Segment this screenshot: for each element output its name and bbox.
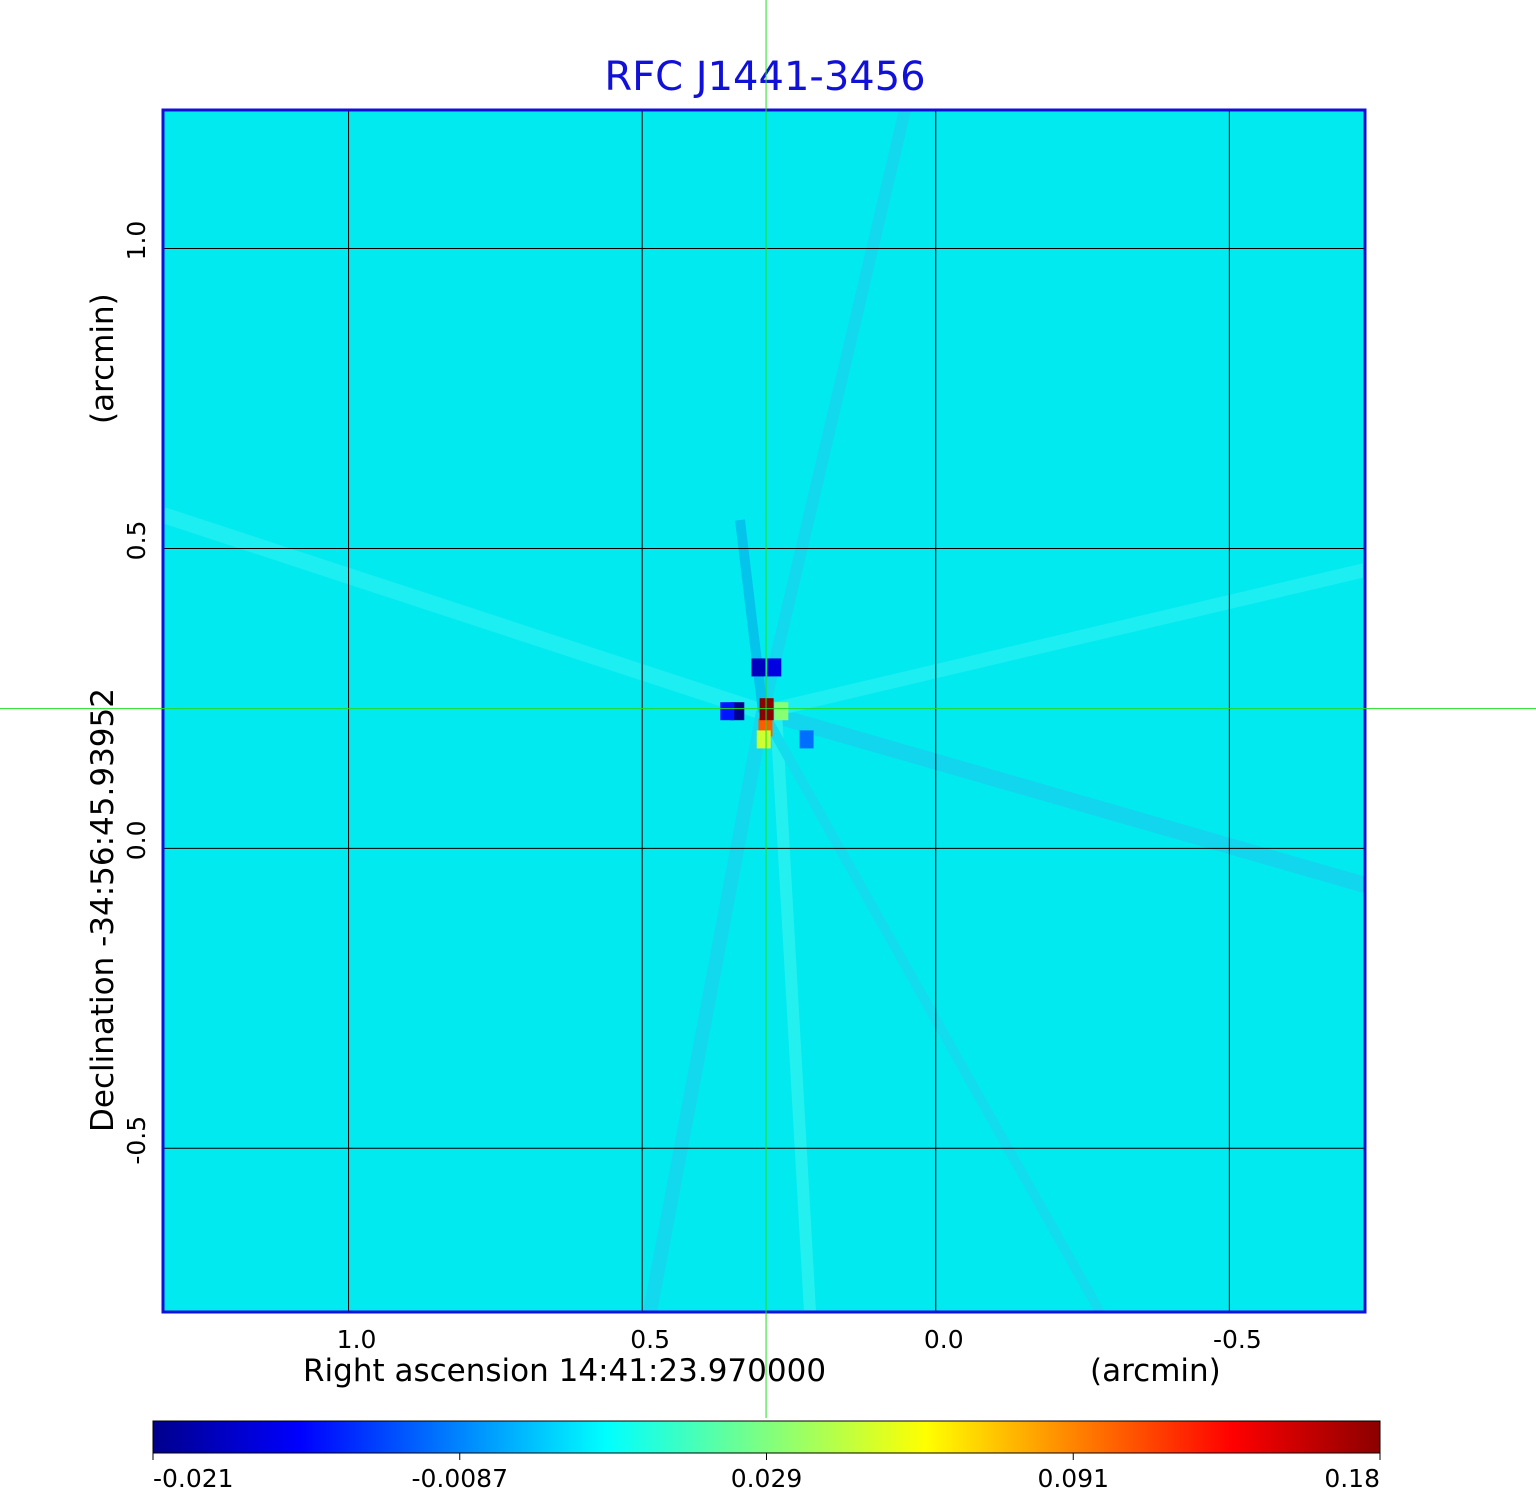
x-tick-label: 1.0	[337, 1325, 377, 1354]
map-pixel	[720, 702, 735, 721]
y-axis-label: Declination -34:56:45.93952	[85, 688, 121, 1132]
colorbar-scale	[152, 1420, 1381, 1454]
source-peak	[759, 698, 774, 721]
x-tick-label: 0.0	[924, 1325, 964, 1354]
y-tick-label: -0.5	[122, 1116, 151, 1165]
image-features	[163, 110, 1365, 1312]
colorbar-tick-label: -0.0087	[412, 1464, 509, 1493]
map-pixel	[799, 730, 814, 749]
plot-frame	[161, 108, 1367, 1314]
y-tick-label: 1.0	[122, 221, 151, 261]
x-axis-unit: (arcmin)	[1090, 1353, 1221, 1389]
x-tick-label: 0.5	[630, 1325, 670, 1354]
map-pixel	[767, 658, 782, 677]
plot-area	[161, 108, 1367, 1314]
colorbar-tick-labels: -0.021 -0.0087 0.029 0.091 0.18	[152, 1453, 1381, 1493]
map-pixel	[751, 658, 766, 677]
y-tick-label: 0.5	[122, 521, 151, 561]
y-axis-unit: (arcmin)	[85, 293, 121, 424]
map-pixel	[756, 730, 771, 749]
map-pixel	[774, 702, 789, 721]
colorbar-tick-label: 0.18	[1324, 1464, 1380, 1493]
coordinate-grid	[163, 110, 1365, 1312]
chart-title: RFC J1441-3456	[604, 54, 925, 100]
x-tick-label: -0.5	[1213, 1325, 1262, 1354]
colorbar: -0.021 -0.0087 0.029 0.091 0.18	[152, 1420, 1381, 1493]
crosshair	[0, 0, 1536, 1418]
colorbar-tick-label: 0.091	[1037, 1464, 1109, 1493]
colorbar-tick-label: -0.021	[153, 1464, 234, 1493]
y-tick-labels: 1.0 0.5 0.0 -0.5	[122, 221, 151, 1165]
sidelobe-streaks	[163, 110, 1365, 1312]
x-tick-labels: 1.0 0.5 0.0 -0.5	[337, 1325, 1262, 1354]
colorbar-tick-label: 0.029	[731, 1464, 803, 1493]
y-tick-label: 0.0	[122, 820, 151, 860]
x-axis-label: Right ascension 14:41:23.970000	[303, 1353, 826, 1389]
